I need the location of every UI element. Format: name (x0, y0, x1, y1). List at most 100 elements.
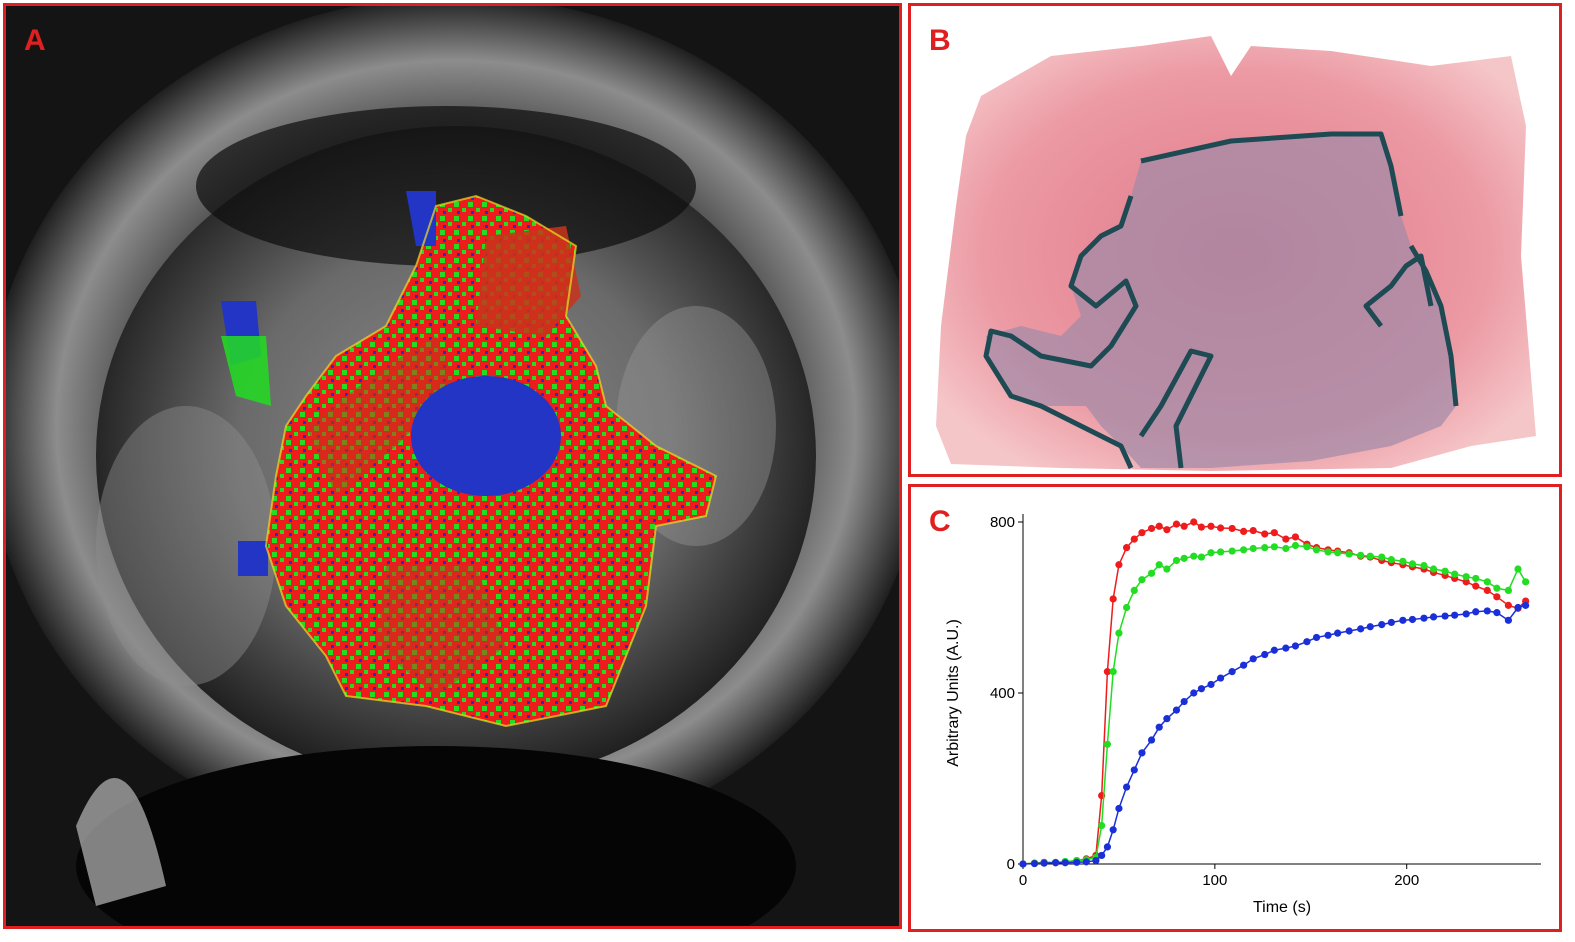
blue-data-point (1130, 766, 1138, 774)
blue-data-point (1082, 858, 1090, 866)
green-data-point (1109, 668, 1117, 676)
red-data-point (1217, 524, 1225, 532)
x-tick-label: 200 (1394, 872, 1419, 889)
red-data-point (1207, 522, 1215, 530)
red-data-point (1472, 582, 1480, 590)
blue-data-point (1155, 723, 1163, 731)
green-data-point (1197, 553, 1206, 561)
green-data-point (1163, 565, 1171, 573)
green-data-point (1207, 549, 1215, 557)
blue-data-point (1324, 631, 1332, 639)
blue-data-point (1115, 804, 1123, 813)
blue-data-point (1147, 736, 1156, 744)
blue-data-point (1123, 783, 1131, 791)
blue-data-point (1462, 610, 1470, 618)
green-data-point (1408, 560, 1417, 568)
blue-data-point (1217, 674, 1225, 682)
red-data-point (1462, 578, 1470, 586)
blue-data-point (1092, 856, 1100, 865)
green-data-point (1324, 548, 1332, 556)
red-data-point (1197, 523, 1206, 531)
green-data-point (1217, 548, 1225, 556)
y-tick-label: 800 (990, 514, 1015, 531)
red-data-point (1228, 524, 1236, 533)
blue-data-point (1420, 614, 1428, 622)
green-data-point (1366, 552, 1374, 560)
blue-data-point (1109, 826, 1117, 834)
green-data-point (1098, 821, 1106, 830)
blue-data-point (1270, 646, 1278, 654)
red-data-point (1493, 593, 1501, 601)
blue-data-point (1429, 613, 1438, 621)
red-data-point (1103, 668, 1112, 676)
green-data-point (1334, 549, 1342, 557)
green-data-point (1130, 586, 1138, 594)
blue-data-point (1345, 627, 1353, 635)
green-data-point (1312, 546, 1321, 554)
blue-data-point (1282, 644, 1290, 652)
blue-data-point (1073, 858, 1081, 866)
blue-data-point (1303, 638, 1311, 646)
red-data-point (1163, 526, 1171, 534)
red-data-point (1504, 601, 1512, 609)
green-data-point (1378, 553, 1386, 561)
x-tick-label: 100 (1202, 872, 1227, 889)
green-data-point (1357, 551, 1365, 559)
blue-data-point (1197, 685, 1206, 693)
blue-data-point (1514, 603, 1522, 612)
red-data-point (1180, 522, 1188, 530)
green-data-point (1345, 550, 1353, 558)
blue-data-point (1207, 680, 1215, 689)
red-data-point (1249, 526, 1257, 535)
histology-panel: B (908, 3, 1562, 477)
panel-label-a: A (24, 24, 46, 57)
red-data-point (1270, 529, 1278, 537)
blue-data-point (1522, 601, 1530, 609)
x-axis-label: Time (s) (1253, 899, 1311, 916)
green-data-point (1180, 554, 1188, 562)
red-data-point (1261, 530, 1269, 538)
histology-image (911, 6, 1559, 474)
red-data-point (1190, 518, 1198, 526)
green-data-point (1261, 544, 1269, 552)
green-data-point (1483, 578, 1491, 586)
blue-data-point (1019, 860, 1027, 868)
green-data-point (1504, 586, 1512, 594)
blue-data-point (1399, 616, 1407, 624)
red-data-point (1483, 586, 1491, 594)
red-data-point (1291, 533, 1300, 541)
green-data-point (1240, 546, 1248, 554)
blue-data-point (1366, 623, 1374, 631)
blue-region (411, 376, 561, 496)
blue-data-point (1138, 749, 1146, 757)
red-data-point (1240, 527, 1248, 536)
green-data-point (1429, 565, 1438, 573)
blue-data-point (1312, 633, 1321, 642)
panel-label-c: C (929, 505, 951, 538)
blue-data-point (1493, 609, 1501, 617)
red-data-point (1138, 529, 1146, 537)
green-data-point (1282, 544, 1290, 553)
blue-data-point (1061, 859, 1069, 867)
red-data-point (1109, 595, 1117, 603)
enhancement-chart: 0 100 200 0 400 800 Time (s) Arbitrary Units … (945, 514, 1541, 916)
green-series (1019, 541, 1530, 868)
green-data-point (1387, 556, 1395, 564)
blue-data-point (1451, 611, 1459, 619)
blue-data-point (1378, 621, 1386, 629)
blue-data-point (1441, 612, 1449, 620)
mri-panel: A (3, 3, 902, 929)
green-data-point (1249, 544, 1257, 553)
red-data-point (1282, 535, 1290, 543)
red-data-point (1130, 535, 1138, 543)
green-data-point (1228, 547, 1236, 555)
green-data-point (1451, 570, 1459, 578)
red-series (1019, 518, 1530, 868)
blue-data-point (1172, 706, 1181, 714)
blue-data-point (1190, 689, 1198, 697)
blue-data-point (1228, 668, 1236, 676)
tumor-outline (983, 131, 1459, 470)
red-data-point (1147, 524, 1156, 533)
blue-data-point (1387, 618, 1395, 627)
blue-data-point (1098, 851, 1106, 860)
